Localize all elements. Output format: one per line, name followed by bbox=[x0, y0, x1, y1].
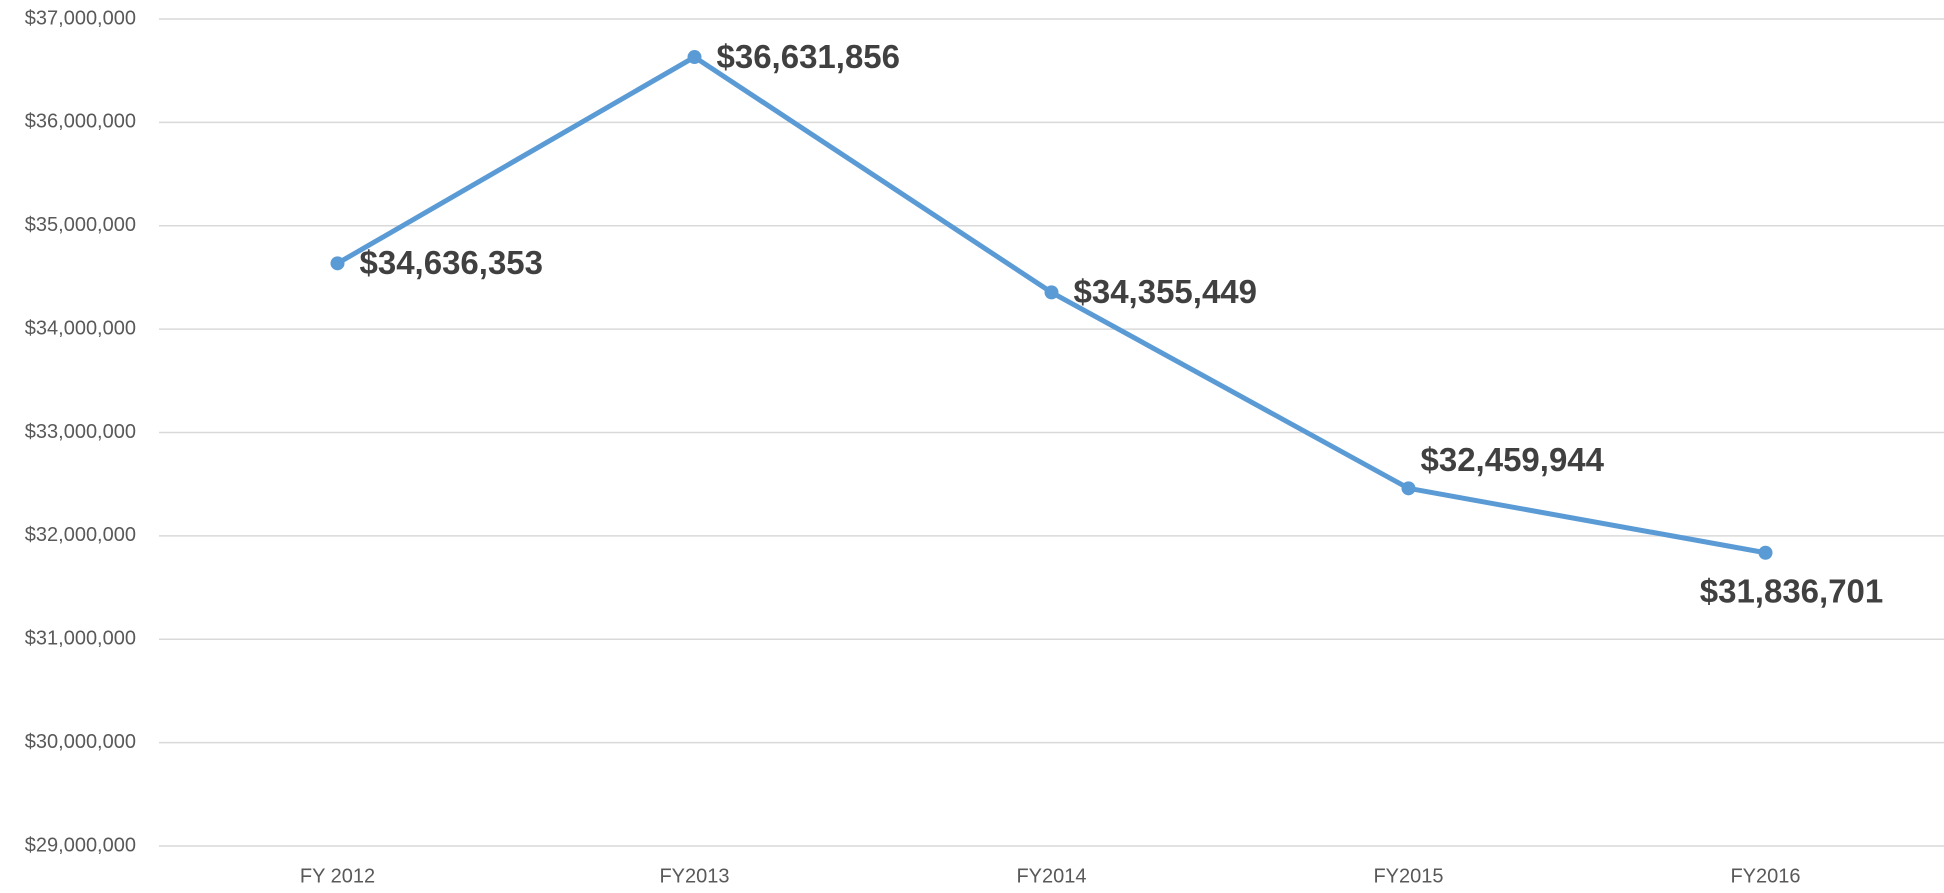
data-point bbox=[330, 256, 345, 271]
y-tick-label: $30,000,000 bbox=[25, 731, 136, 753]
series-line bbox=[336, 54, 1766, 556]
data-point bbox=[1758, 545, 1773, 560]
y-tick-label: $33,000,000 bbox=[25, 421, 136, 443]
y-tick-label: $37,000,000 bbox=[25, 7, 136, 29]
x-tick-label: FY2013 bbox=[659, 865, 729, 887]
x-tick-label: FY2016 bbox=[1730, 865, 1800, 887]
x-tick-label: FY2015 bbox=[1373, 865, 1443, 887]
data-point bbox=[687, 50, 702, 65]
y-tick-label: $29,000,000 bbox=[25, 834, 136, 856]
x-tick-label: FY 2012 bbox=[300, 865, 375, 887]
data-label: $31,836,701 bbox=[1700, 572, 1884, 609]
data-label: $34,355,449 bbox=[1074, 273, 1258, 310]
data-label: $34,636,353 bbox=[360, 244, 544, 281]
y-tick-label: $31,000,000 bbox=[25, 628, 136, 650]
data-label: $32,459,944 bbox=[1421, 441, 1605, 478]
data-point bbox=[1044, 285, 1059, 300]
data-point bbox=[1401, 481, 1416, 496]
y-tick-label: $36,000,000 bbox=[25, 111, 136, 133]
y-tick-label: $35,000,000 bbox=[25, 214, 136, 236]
x-tick-label: FY2014 bbox=[1016, 865, 1086, 887]
data-label: $36,631,856 bbox=[717, 38, 901, 75]
y-tick-label: $32,000,000 bbox=[25, 524, 136, 546]
y-tick-label: $34,000,000 bbox=[25, 317, 136, 339]
